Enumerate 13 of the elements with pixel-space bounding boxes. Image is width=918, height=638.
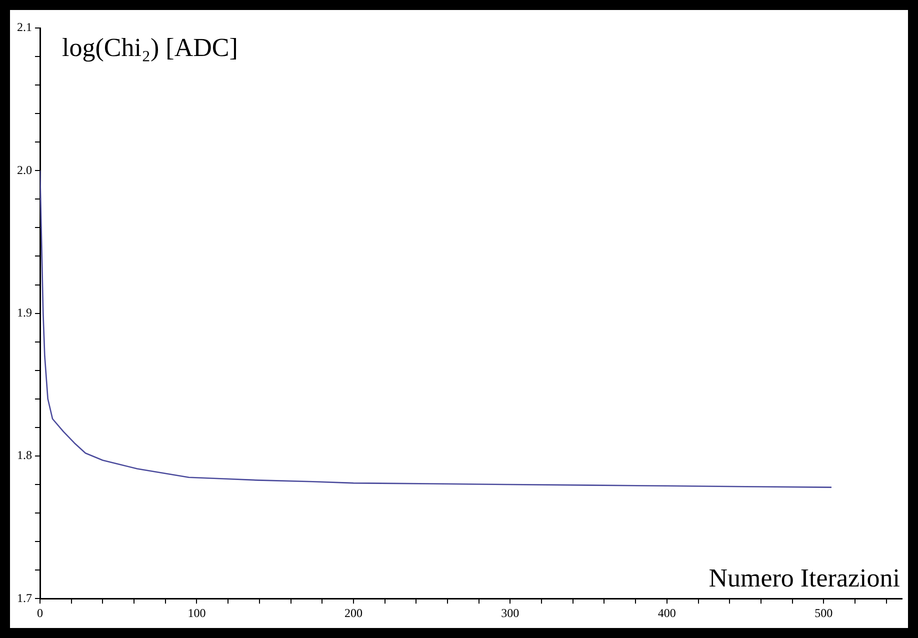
- x-tick-label: 300: [501, 606, 520, 620]
- y-tick-label: 1.9: [17, 305, 32, 320]
- x-tick-label: 0: [37, 606, 43, 620]
- x-axis-title: Numero Iterazioni: [708, 563, 900, 592]
- x-tick-label: 400: [658, 606, 676, 620]
- y-tick-label: 2.1: [17, 20, 32, 34]
- y-tick-label: 1.8: [17, 448, 32, 462]
- x-tick-label: 200: [344, 606, 362, 620]
- y-tick-label: 2.0: [17, 162, 32, 177]
- y-tick-label: 1.7: [17, 590, 32, 605]
- x-tick-label: 100: [188, 606, 206, 620]
- x-tick-label: 500: [814, 606, 833, 620]
- y-axis-title: log(Chi₂) [ADC]: [62, 32, 238, 62]
